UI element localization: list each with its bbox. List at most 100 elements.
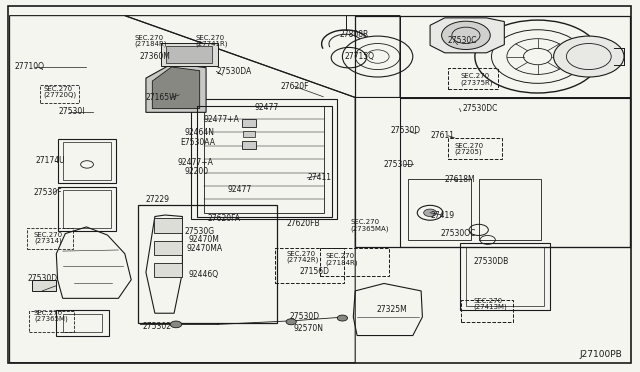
Text: 27618M: 27618M (445, 175, 476, 184)
Text: 27530F: 27530F (33, 188, 62, 197)
Bar (154, 241, 182, 255)
Bar (400, 98, 630, 247)
Text: 27530DA: 27530DA (216, 67, 252, 76)
Text: SEC.270: SEC.270 (34, 232, 63, 238)
Bar (275, 248, 344, 283)
Circle shape (554, 36, 624, 77)
Bar (40, 85, 79, 103)
Bar (166, 46, 212, 63)
Bar (242, 141, 256, 149)
Text: (27742R): (27742R) (287, 256, 319, 263)
Polygon shape (152, 67, 200, 109)
Text: 27808R: 27808R (339, 30, 369, 39)
Text: E7530AA: E7530AA (180, 138, 216, 147)
Bar (460, 243, 550, 310)
Text: 92200: 92200 (184, 167, 209, 176)
Bar (154, 218, 182, 232)
Text: 27360M: 27360M (140, 52, 170, 61)
Bar (461, 300, 513, 322)
Bar (56, 310, 109, 336)
Text: 27620F: 27620F (280, 82, 309, 91)
Text: (27365MA): (27365MA) (351, 225, 389, 232)
Text: SEC.270: SEC.270 (287, 251, 316, 257)
Text: (27184R): (27184R) (134, 41, 167, 47)
Circle shape (424, 209, 436, 217)
Text: 27530G: 27530G (184, 227, 214, 236)
Text: 92477: 92477 (227, 185, 252, 194)
Bar (63, 314, 102, 332)
Text: 92477+A: 92477+A (178, 158, 214, 167)
Bar (466, 247, 544, 306)
Text: 27165W: 27165W (146, 93, 177, 102)
Text: SEC.270: SEC.270 (134, 35, 164, 41)
Text: 27156D: 27156D (300, 267, 330, 276)
Text: 27611: 27611 (430, 131, 454, 140)
Bar (448, 138, 502, 159)
Text: 92570N: 92570N (293, 324, 323, 333)
Text: 27325M: 27325M (376, 305, 407, 314)
Text: 27530D: 27530D (390, 126, 420, 135)
Text: SEC.270: SEC.270 (325, 253, 355, 259)
Bar (197, 106, 332, 217)
Bar (154, 263, 182, 277)
Bar (27, 228, 73, 249)
Circle shape (286, 319, 296, 325)
Text: 27715Q: 27715Q (344, 52, 374, 61)
Text: 27620FB: 27620FB (287, 219, 321, 228)
Text: (27720Q): (27720Q) (44, 92, 77, 98)
Text: 27530DC: 27530DC (462, 104, 497, 113)
Circle shape (337, 315, 348, 321)
Text: 92477: 92477 (255, 103, 279, 112)
Bar (161, 43, 218, 66)
Text: SEC.270: SEC.270 (351, 219, 380, 225)
Text: SEC.270: SEC.270 (454, 143, 484, 149)
Bar (320, 248, 389, 276)
Text: 27530DB: 27530DB (474, 257, 509, 266)
Bar (138, 205, 277, 323)
Text: 92477+A: 92477+A (204, 115, 239, 124)
Bar (448, 68, 498, 89)
Bar (63, 190, 111, 228)
Text: 92470MA: 92470MA (187, 244, 223, 253)
Text: (27184R): (27184R) (325, 259, 358, 266)
Text: 27710Q: 27710Q (14, 62, 44, 71)
Bar (58, 139, 116, 183)
Text: SEC.270: SEC.270 (195, 35, 225, 41)
Polygon shape (146, 63, 206, 112)
Bar (29, 311, 74, 332)
Bar (58, 187, 116, 231)
Text: 27530C: 27530C (448, 36, 477, 45)
Bar (242, 119, 256, 127)
Text: 92470M: 92470M (189, 235, 220, 244)
Text: (27741R): (27741R) (195, 41, 228, 47)
Bar (63, 142, 111, 180)
Text: 27530D: 27530D (384, 160, 414, 169)
Bar (191, 99, 337, 219)
Text: (27413M): (27413M) (474, 304, 508, 310)
Text: 92446Q: 92446Q (189, 270, 219, 279)
Bar (32, 280, 56, 291)
Polygon shape (430, 18, 504, 53)
Text: 92464N: 92464N (184, 128, 214, 137)
Text: SEC.270: SEC.270 (461, 73, 490, 79)
Text: 27530OC: 27530OC (440, 229, 476, 238)
Text: SEC.270: SEC.270 (474, 298, 503, 304)
Text: 27530D: 27530D (28, 274, 58, 283)
Text: 27530I: 27530I (59, 107, 85, 116)
Circle shape (170, 321, 182, 328)
Bar (204, 106, 324, 213)
Text: (27375R): (27375R) (461, 79, 493, 86)
Text: 27419: 27419 (430, 211, 454, 219)
Text: 27530D: 27530D (289, 312, 319, 321)
Bar (408, 179, 471, 240)
Text: 27229: 27229 (146, 195, 170, 203)
Bar (243, 131, 255, 137)
Text: 275302: 275302 (142, 322, 171, 331)
Text: SEC.270: SEC.270 (34, 310, 63, 316)
Text: SEC.270: SEC.270 (44, 86, 73, 92)
Text: 27174U: 27174U (35, 156, 65, 165)
Text: (27314): (27314) (34, 238, 61, 244)
Text: (27205): (27205) (454, 148, 482, 155)
Circle shape (442, 21, 490, 49)
Text: (27365M): (27365M) (34, 316, 68, 323)
